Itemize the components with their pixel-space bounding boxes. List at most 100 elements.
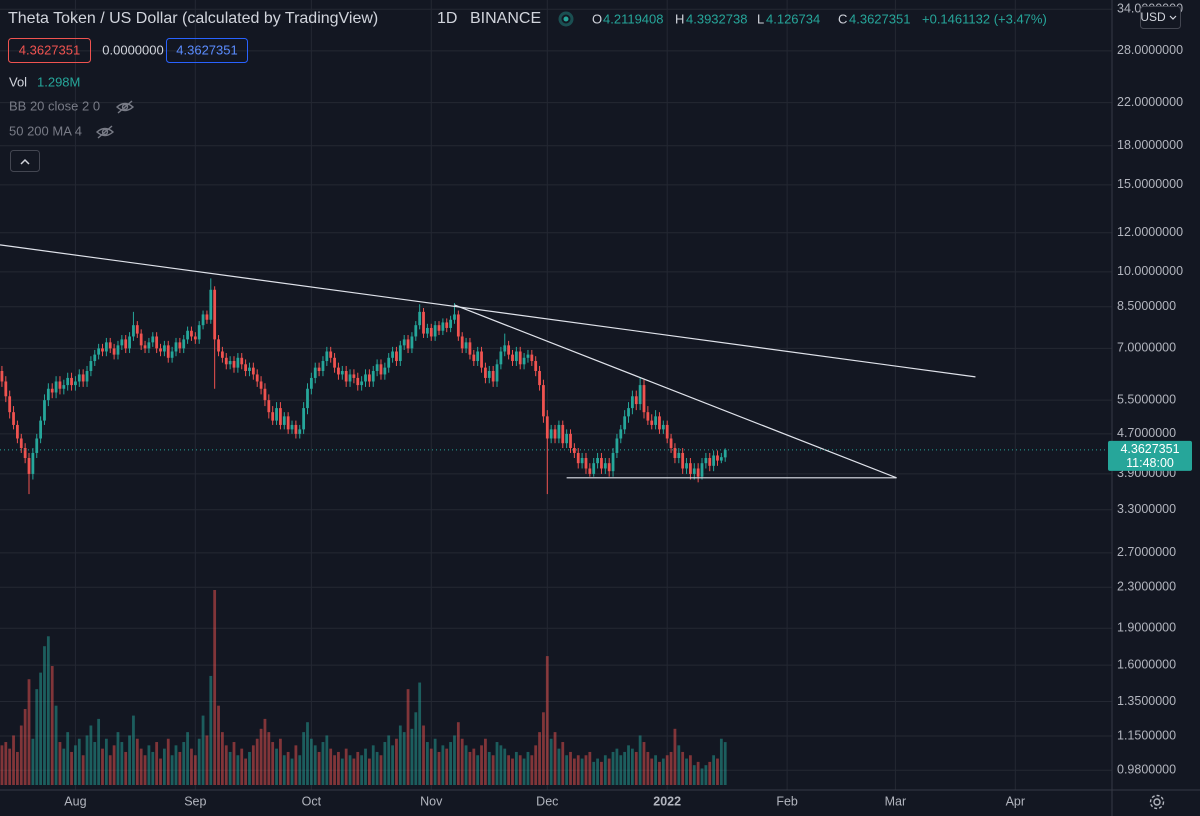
volume-bar bbox=[391, 745, 394, 785]
candle-body bbox=[104, 342, 108, 352]
collapse-button[interactable] bbox=[10, 150, 40, 172]
volume-bar bbox=[565, 755, 569, 785]
candle-body bbox=[236, 357, 240, 368]
volume-bar bbox=[491, 755, 495, 785]
candle-body bbox=[116, 345, 120, 355]
candle-body bbox=[507, 345, 511, 355]
candle-body bbox=[240, 357, 244, 365]
hidden-icon[interactable] bbox=[115, 100, 135, 114]
y-tick-label: 12.0000000 bbox=[1117, 225, 1183, 239]
candle-body bbox=[282, 416, 286, 425]
candle-body bbox=[542, 385, 545, 417]
candle-body bbox=[484, 367, 487, 378]
volume-bar bbox=[507, 755, 511, 785]
candle-body bbox=[491, 371, 495, 382]
volume-bar bbox=[275, 748, 278, 785]
volume-bar bbox=[557, 748, 561, 785]
candle-body bbox=[31, 452, 35, 474]
low-letter: L bbox=[757, 11, 764, 26]
volume-bar bbox=[217, 705, 220, 785]
candle-body bbox=[615, 438, 619, 453]
candle-body bbox=[456, 314, 460, 337]
volume-bar bbox=[630, 748, 634, 785]
candle-body bbox=[12, 412, 15, 425]
volume-bar bbox=[93, 742, 97, 785]
volume-bar bbox=[704, 765, 708, 785]
candle-body bbox=[534, 361, 538, 372]
volume-bar bbox=[480, 745, 483, 785]
candle-body bbox=[263, 388, 267, 401]
volume-bar bbox=[35, 689, 39, 785]
candle-body bbox=[329, 351, 333, 358]
y-tick-label: 1.3500000 bbox=[1117, 694, 1176, 708]
candle-body bbox=[526, 354, 530, 358]
volume-bar bbox=[120, 742, 124, 785]
volume-bar bbox=[518, 755, 522, 785]
candle-body bbox=[135, 325, 139, 334]
currency-button[interactable] bbox=[1140, 6, 1181, 29]
candle-body bbox=[437, 325, 441, 331]
candle-body bbox=[128, 336, 131, 349]
volume-bar bbox=[580, 758, 584, 785]
candle-body bbox=[422, 311, 425, 334]
y-tick-label: 7.0000000 bbox=[1117, 341, 1176, 355]
candle-body bbox=[665, 424, 669, 439]
volume-bar bbox=[615, 748, 619, 785]
volume-bar bbox=[333, 755, 336, 785]
candle-body bbox=[0, 371, 4, 382]
settings-icon[interactable] bbox=[1149, 794, 1165, 810]
volume-bar bbox=[81, 755, 85, 785]
volume-bar bbox=[658, 761, 661, 785]
candle-body bbox=[387, 357, 391, 368]
volume-bar bbox=[646, 751, 650, 785]
sell-button[interactable] bbox=[8, 38, 91, 63]
candle-body bbox=[611, 452, 615, 472]
volume-bar bbox=[538, 732, 541, 785]
candle-body bbox=[642, 385, 646, 413]
sell-price: 4.3627351 bbox=[19, 42, 80, 57]
candle-body bbox=[271, 412, 275, 421]
volume-bar bbox=[464, 745, 468, 785]
candle-body bbox=[221, 351, 224, 358]
volume-bar bbox=[62, 748, 66, 785]
candle-body bbox=[201, 314, 205, 326]
volume-bar bbox=[178, 751, 182, 785]
y-tick-label: 4.7000000 bbox=[1117, 426, 1176, 440]
candle-body bbox=[522, 357, 526, 365]
candle-body bbox=[395, 351, 398, 362]
candle-body bbox=[27, 458, 31, 474]
volume-bar bbox=[681, 751, 685, 785]
volume-bar bbox=[97, 718, 101, 785]
y-tick-label: 2.7000000 bbox=[1117, 545, 1176, 559]
volume-bar bbox=[576, 755, 580, 785]
volume-bar bbox=[313, 745, 317, 785]
volume-bar bbox=[700, 768, 704, 785]
high-letter: H bbox=[675, 11, 684, 26]
low-value: 4.126734 bbox=[766, 11, 820, 26]
buy-button[interactable] bbox=[166, 38, 248, 63]
volume-bar bbox=[286, 751, 290, 785]
volume-bar bbox=[190, 748, 193, 785]
currency-caret bbox=[1169, 15, 1177, 20]
trend-line bbox=[454, 304, 897, 479]
candle-body bbox=[561, 424, 565, 444]
candle-body bbox=[356, 377, 360, 386]
volume-bar bbox=[692, 765, 696, 785]
volume-bar bbox=[503, 748, 507, 785]
candle-body bbox=[23, 448, 27, 459]
volume-bar bbox=[170, 755, 174, 785]
spread: 0.0000000 bbox=[102, 42, 163, 57]
volume-bar bbox=[298, 755, 302, 785]
volume-bar bbox=[696, 761, 700, 785]
volume-bar bbox=[511, 758, 514, 785]
volume-bar bbox=[429, 748, 433, 785]
interval[interactable]: 1D bbox=[437, 10, 457, 27]
candle-body bbox=[186, 330, 189, 340]
candle-body bbox=[46, 388, 50, 401]
candle-body bbox=[685, 463, 688, 469]
volume-bar bbox=[472, 748, 476, 785]
candle-body bbox=[294, 424, 298, 434]
y-tick-label: 2.3000000 bbox=[1117, 580, 1176, 594]
hidden-icon[interactable] bbox=[95, 125, 115, 139]
